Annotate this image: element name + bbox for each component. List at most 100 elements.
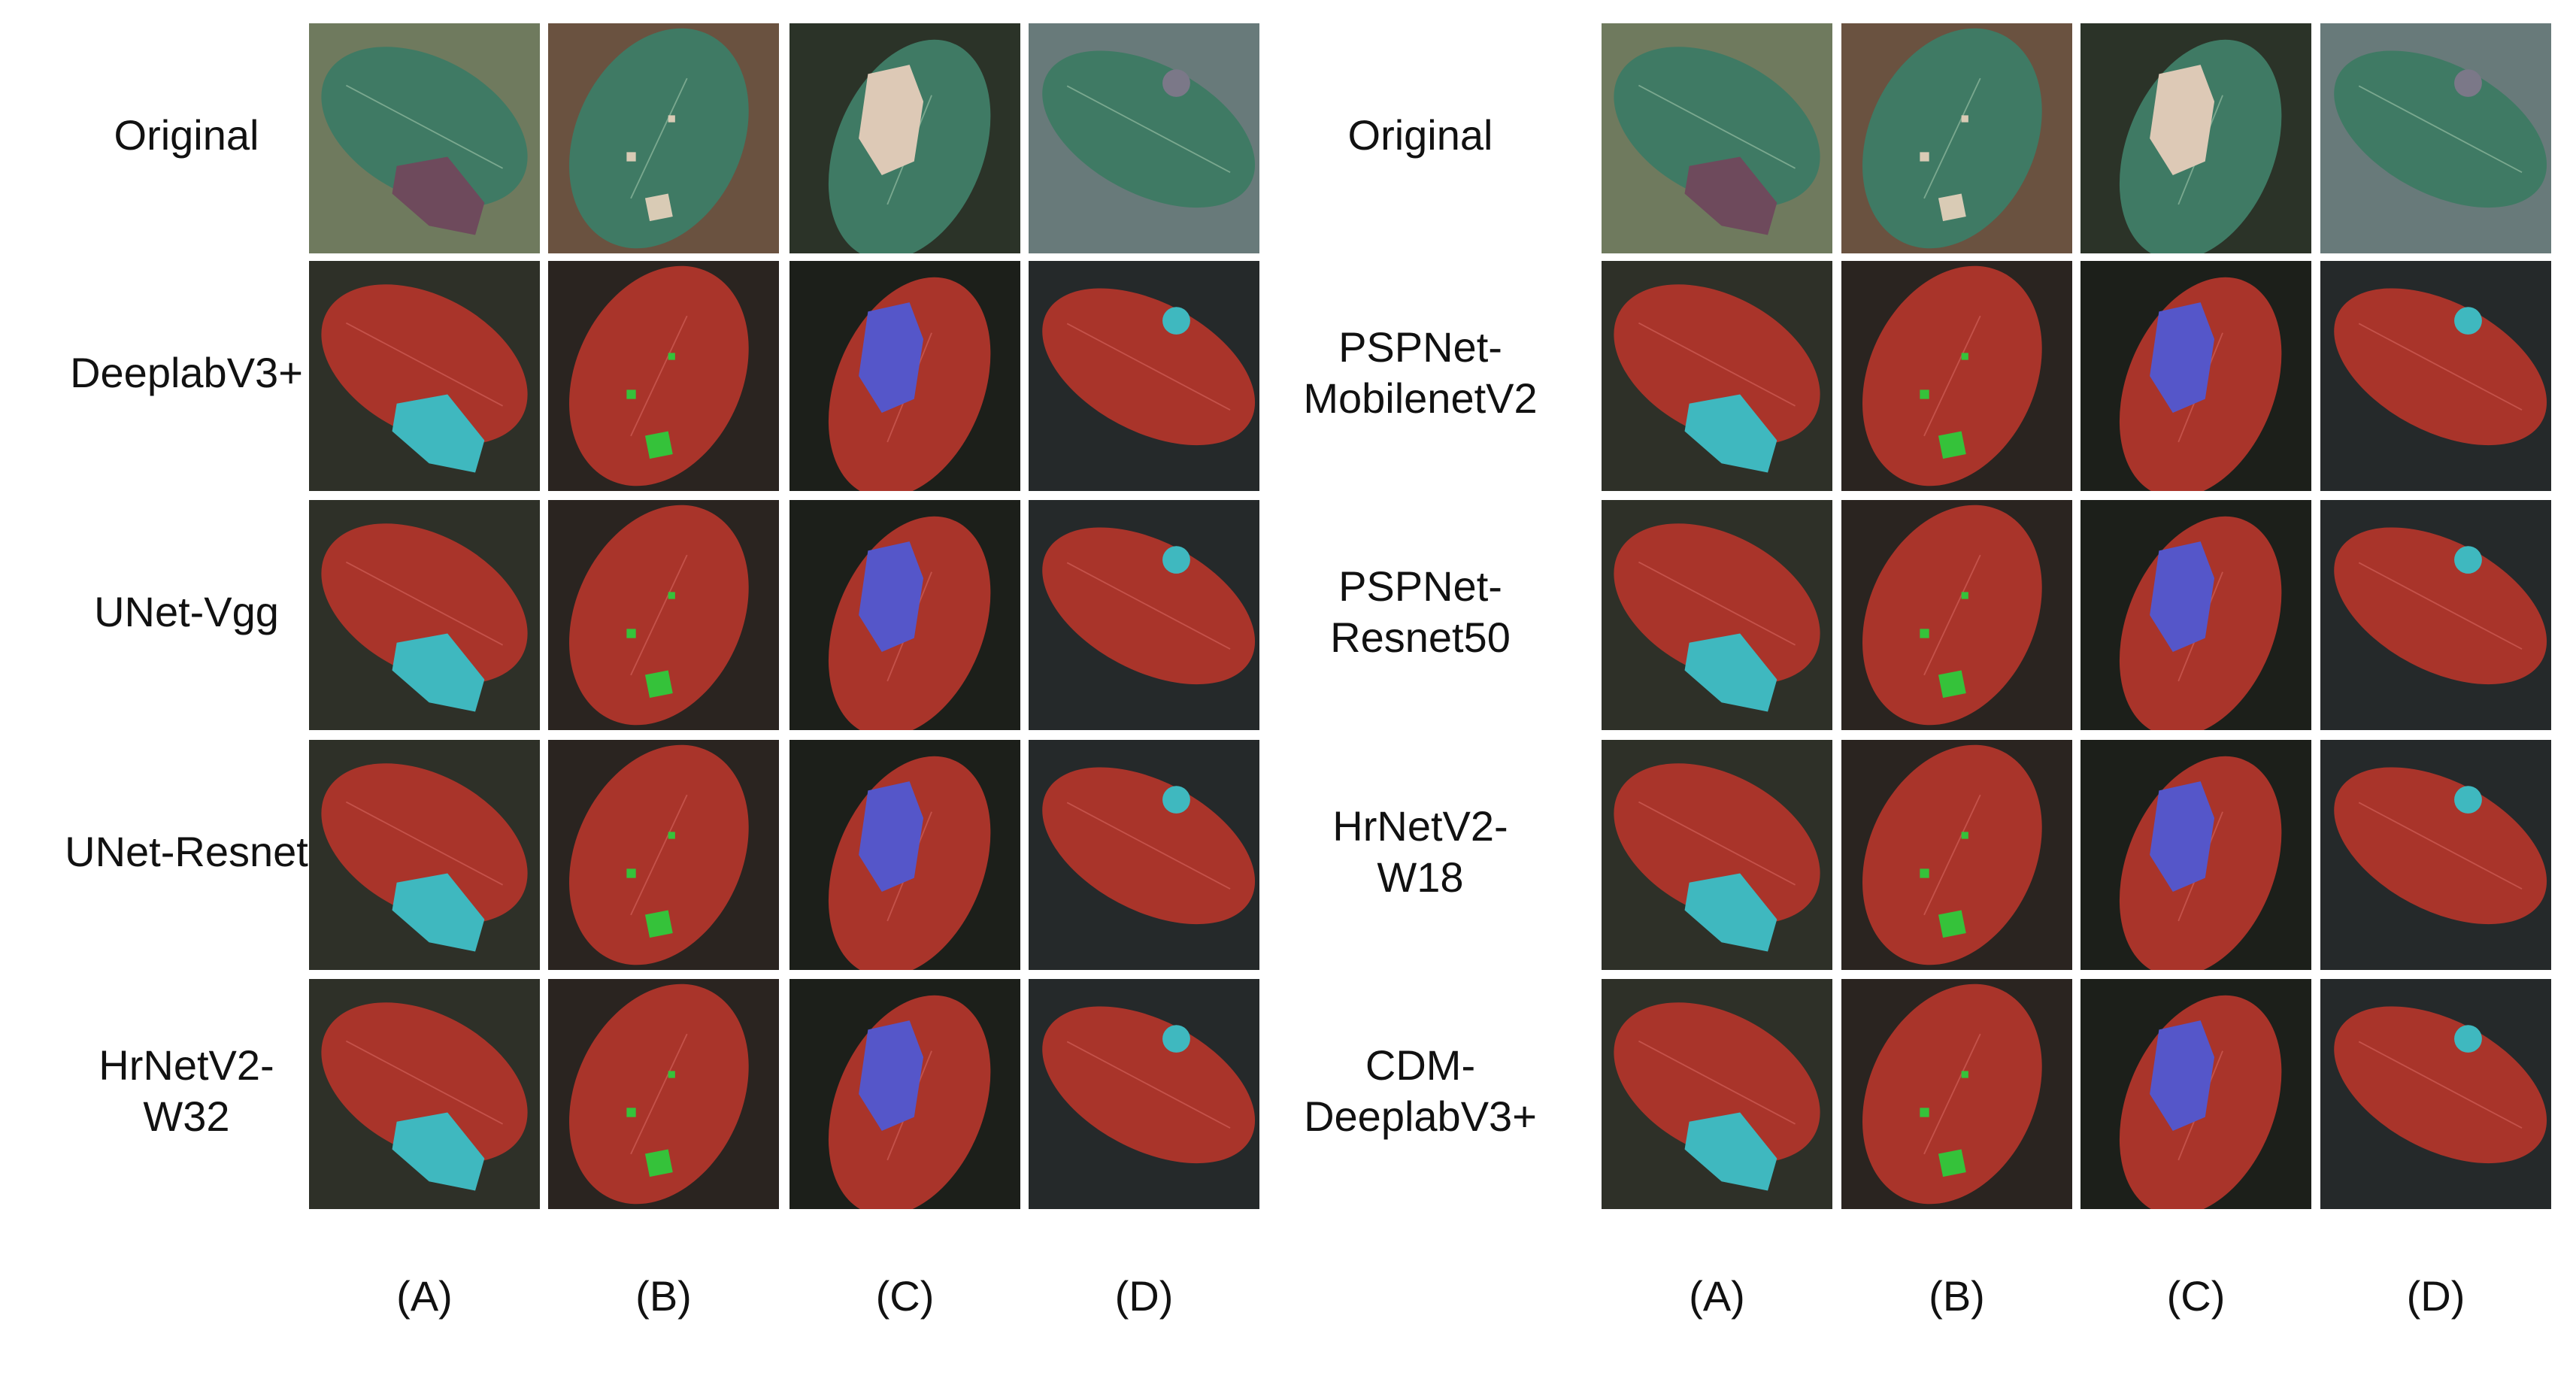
row-label: UNet-Resnet xyxy=(65,828,308,875)
row-label: Original xyxy=(1348,111,1493,159)
leaf-vein xyxy=(345,84,504,169)
leaf-vein xyxy=(1638,801,1796,886)
leaf xyxy=(569,505,749,726)
leaf-vein xyxy=(2358,85,2523,174)
image-tile xyxy=(1841,23,2072,253)
leaf-vein xyxy=(2358,1041,2523,1129)
leaf xyxy=(321,763,528,952)
image-tile xyxy=(2080,740,2311,970)
leaf xyxy=(2334,288,2547,446)
leaf xyxy=(2334,527,2547,685)
image-tile xyxy=(1602,979,1832,1209)
leaf-vein xyxy=(1638,561,1796,646)
leaf-vein xyxy=(345,322,504,407)
lesion xyxy=(1684,156,1777,235)
row-label: Original xyxy=(114,111,259,159)
row-label: CDM- xyxy=(1365,1041,1475,1089)
lesion xyxy=(626,832,675,938)
leaf xyxy=(321,47,528,235)
leaf-vein xyxy=(2358,323,2523,411)
lesion xyxy=(859,1020,924,1131)
image-tile xyxy=(2320,261,2551,491)
lesion xyxy=(1920,353,1968,459)
lesion xyxy=(859,781,924,892)
image-tile xyxy=(548,979,779,1209)
image-tile xyxy=(2080,500,2311,730)
lesion xyxy=(1920,115,1968,222)
leaf-vein xyxy=(345,561,504,646)
lesion xyxy=(392,394,485,473)
lesion xyxy=(2150,1020,2215,1131)
lesion xyxy=(1684,1112,1777,1191)
image-tile xyxy=(548,261,779,491)
leaf-vein xyxy=(1923,554,1981,676)
leaf xyxy=(1614,284,1820,473)
row-label: HrNetV2- xyxy=(98,1041,274,1089)
row-label: DeeplabV3+ xyxy=(1304,1093,1537,1140)
lesion xyxy=(2150,541,2215,652)
column-label: (B) xyxy=(1929,1272,1985,1320)
lesion xyxy=(859,65,924,175)
image-tile xyxy=(309,979,540,1209)
leaf-vein xyxy=(1923,794,1981,916)
leaf-vein xyxy=(1923,315,1981,437)
leaf xyxy=(1042,527,1256,685)
leaf-vein xyxy=(1066,323,1231,411)
leaf xyxy=(2334,50,2547,208)
lesion xyxy=(392,156,485,235)
row-label: DeeplabV3+ xyxy=(70,349,303,396)
leaf-vein xyxy=(1638,1040,1796,1125)
row-label: Resnet50 xyxy=(1330,614,1511,661)
lesion xyxy=(2150,65,2215,175)
image-tile xyxy=(309,500,540,730)
image-tile xyxy=(789,261,1020,491)
lesion xyxy=(2454,69,2482,97)
image-tile xyxy=(1841,979,2072,1209)
image-tile xyxy=(2320,979,2551,1209)
leaf xyxy=(569,744,749,965)
lesion xyxy=(1920,1071,1968,1177)
image-tile xyxy=(548,740,779,970)
leaf xyxy=(2334,1006,2547,1164)
leaf-vein xyxy=(1066,802,1231,890)
lesion xyxy=(626,1071,675,1177)
column-label: (D) xyxy=(2407,1272,2465,1320)
leaf xyxy=(1862,983,2042,1205)
row-label: PSPNet- xyxy=(1338,562,1502,610)
image-tile xyxy=(1841,500,2072,730)
leaf xyxy=(321,284,528,473)
leaf xyxy=(828,39,991,253)
lesion xyxy=(2150,302,2215,413)
leaf-vein xyxy=(2358,802,2523,890)
leaf-vein xyxy=(630,315,688,437)
lesion xyxy=(1162,786,1190,814)
image-tile xyxy=(1029,979,1259,1209)
image-tile xyxy=(2320,740,2551,970)
image-tile xyxy=(2320,500,2551,730)
lesion xyxy=(626,115,675,222)
image-tile xyxy=(1841,261,2072,491)
lesion xyxy=(1920,592,1968,699)
leaf xyxy=(1614,47,1820,235)
lesion xyxy=(626,353,675,459)
image-tile xyxy=(1602,500,1832,730)
row-label: W32 xyxy=(143,1093,229,1140)
image-tile xyxy=(1841,740,2072,970)
image-tile xyxy=(309,740,540,970)
lesion xyxy=(1162,307,1190,335)
image-tile xyxy=(2320,23,2551,253)
leaf-vein xyxy=(1066,1041,1231,1129)
leaf xyxy=(2119,516,2282,730)
leaf xyxy=(2334,767,2547,925)
lesion xyxy=(1162,1025,1190,1053)
image-tile xyxy=(789,500,1020,730)
leaf xyxy=(569,28,749,249)
lesion xyxy=(392,1112,485,1191)
column-label: (C) xyxy=(2167,1272,2226,1320)
lesion xyxy=(392,873,485,952)
lesion xyxy=(2454,786,2482,814)
leaf xyxy=(828,277,991,491)
leaf xyxy=(1862,265,2042,486)
lesion xyxy=(392,633,485,712)
